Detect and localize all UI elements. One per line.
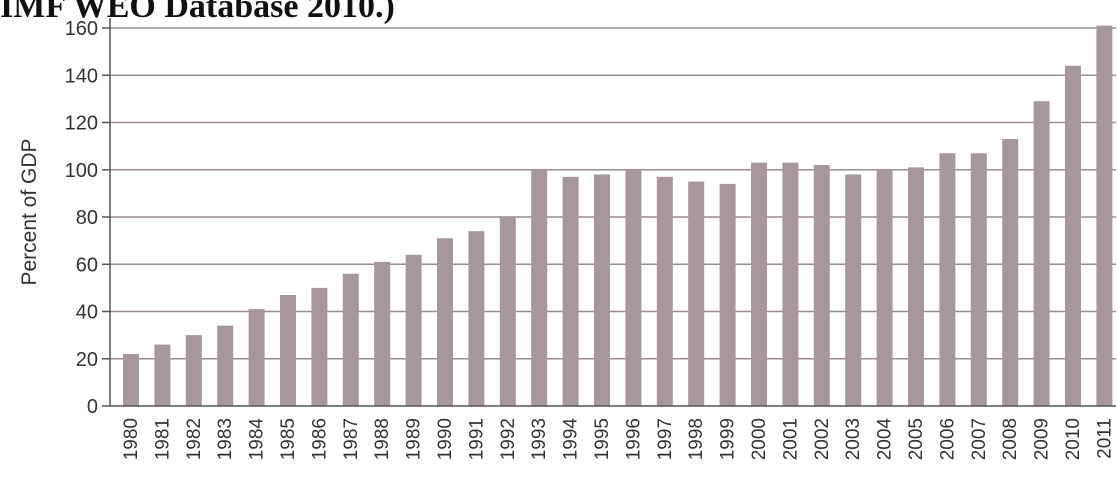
x-tick-label-1981: 1981	[152, 418, 173, 460]
gridlines	[110, 27, 1116, 360]
bar-1998	[688, 181, 705, 406]
axes: 0 20 40 60 80 100 120 140 160 1980 1981 1982 1983 198…	[65, 18, 1116, 460]
bar-2010	[1065, 65, 1081, 407]
bar-2006	[939, 153, 956, 406]
bar-2003	[845, 174, 862, 406]
bar-2005	[908, 167, 924, 406]
x-tick-label-2007: 2007	[969, 418, 990, 460]
bar-1996	[625, 169, 642, 406]
bar-1987	[342, 273, 359, 406]
x-tick-label-1987: 1987	[341, 418, 362, 460]
x-tick-label-1990: 1990	[435, 418, 456, 460]
x-tick-label-1988: 1988	[372, 418, 393, 460]
bar-2004	[876, 169, 893, 406]
bars	[123, 25, 1113, 407]
bar-2011	[1096, 25, 1113, 406]
x-tick-label-1984: 1984	[247, 418, 268, 461]
bar-1991	[468, 231, 485, 406]
bar-1988	[374, 261, 391, 406]
y-tick-label-60: 60	[76, 254, 98, 276]
bar-2007	[970, 153, 987, 406]
x-tick-label-1989: 1989	[404, 418, 425, 460]
x-tick-label-1994: 1994	[561, 418, 582, 461]
bar-1985	[280, 294, 296, 406]
x-tick-label-2006: 2006	[937, 418, 958, 460]
bar-2001	[782, 162, 799, 406]
x-tick-label-1982: 1982	[184, 418, 205, 460]
x-tick-label-2000: 2000	[749, 418, 770, 460]
x-tick-label-1998: 1998	[686, 418, 707, 460]
x-tick-label-2008: 2008	[1000, 418, 1021, 460]
x-tick-label-2010: 2010	[1063, 418, 1084, 460]
x-tick-label-1980: 1980	[121, 418, 142, 460]
bar-1994	[562, 176, 579, 406]
bar-1990	[437, 238, 453, 406]
bar-1993	[531, 169, 548, 406]
x-tick-label-1991: 1991	[466, 418, 487, 460]
y-tick-label-160: 160	[65, 18, 98, 40]
bar-2009	[1033, 101, 1050, 407]
x-tick-label-2009: 2009	[1032, 418, 1053, 460]
y-tick-label-100: 100	[65, 160, 98, 182]
x-tick-label-1986: 1986	[309, 418, 330, 460]
bar-1986	[311, 287, 328, 406]
y-tick-label-20: 20	[76, 349, 98, 371]
y-tick-label-0: 0	[87, 396, 98, 418]
x-tick-label-2003: 2003	[843, 418, 864, 460]
bar-1981	[154, 344, 171, 406]
y-tick-label-120: 120	[65, 113, 98, 135]
x-tick-label-2011: 2011	[1094, 418, 1115, 459]
x-tick-label-1996: 1996	[623, 418, 644, 460]
y-tick-label-140: 140	[65, 65, 98, 87]
x-tick-label-1995: 1995	[592, 418, 613, 460]
bar-1983	[217, 325, 234, 406]
bar-2008	[1002, 139, 1019, 406]
x-tick-label-2002: 2002	[812, 418, 833, 460]
x-tick-label-1983: 1983	[215, 418, 236, 460]
x-tick-label-1985: 1985	[278, 418, 299, 460]
bar-1980	[123, 354, 139, 406]
source-caption: IMF WEO Database 2010.)	[0, 0, 395, 25]
y-tick-label-80: 80	[76, 207, 98, 229]
x-tick-label-1997: 1997	[655, 418, 676, 460]
x-tick-label-1992: 1992	[498, 418, 519, 460]
y-axis-label: Percent of GDP	[18, 138, 41, 285]
bar-1982	[185, 335, 202, 406]
x-tick-label-2001: 2001	[780, 418, 801, 460]
bar-1989	[405, 254, 422, 406]
x-tick-label-1993: 1993	[529, 418, 550, 460]
bar-2000	[751, 162, 767, 406]
bar-1997	[656, 176, 673, 406]
bar-1992	[499, 217, 516, 406]
y-tick-label-40: 40	[76, 302, 98, 324]
x-tick-label-2005: 2005	[906, 418, 927, 460]
bar-1995	[594, 174, 610, 406]
x-tick-label-2004: 2004	[875, 418, 896, 461]
bar-1999	[719, 183, 736, 406]
bar-2002	[813, 165, 830, 406]
x-tick-label-1999: 1999	[718, 418, 739, 460]
bar-1984	[248, 309, 265, 406]
